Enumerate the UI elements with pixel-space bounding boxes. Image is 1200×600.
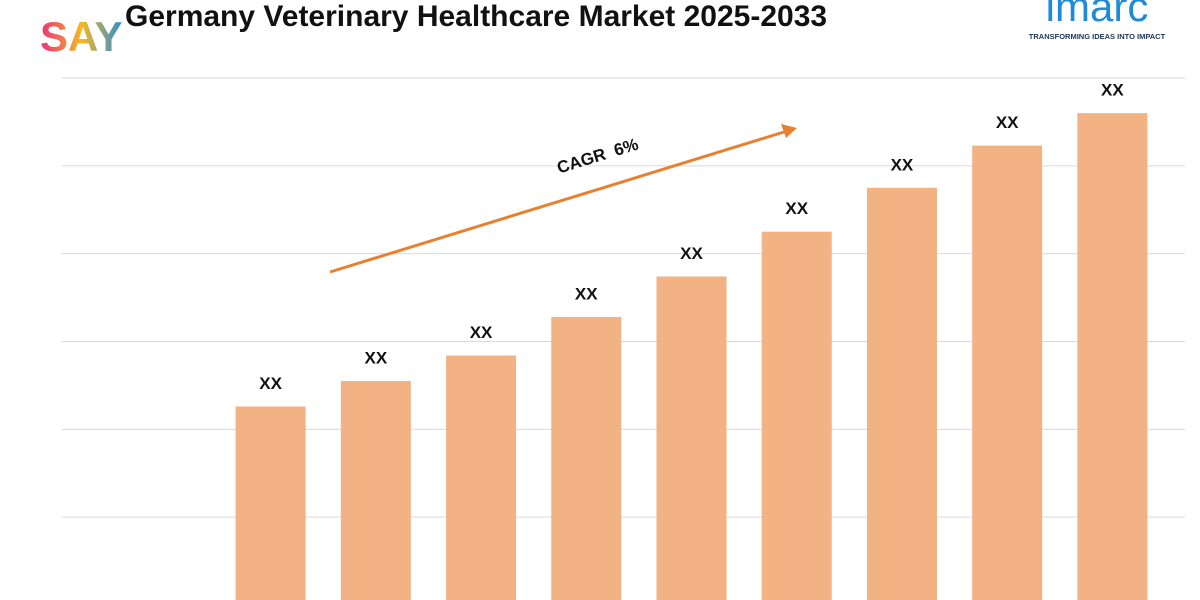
bar (446, 355, 517, 600)
bar (866, 187, 937, 600)
logo-tagline: TRANSFORMING IDEAS INTO IMPACT (1029, 32, 1166, 41)
bar (551, 316, 622, 600)
logo-right: imarc (1046, 0, 1149, 30)
bars: XX XX XX XX XX XX XX XX XX (235, 81, 1148, 600)
cagr-annotation: CAGR 6% (555, 135, 641, 178)
bar (972, 145, 1043, 600)
value-label: XX (259, 374, 282, 393)
bar (761, 231, 832, 600)
value-label: XX (364, 349, 387, 368)
value-label: XX (575, 284, 598, 303)
bar (1077, 113, 1148, 600)
value-label: XX (680, 244, 703, 263)
cagr-arrow (329, 130, 785, 274)
bar (235, 406, 306, 600)
cagr-arrowhead (781, 124, 797, 138)
bar (340, 381, 411, 600)
value-label: XX (785, 199, 808, 218)
value-label: XX (1101, 81, 1124, 100)
chart-title: Germany Veterinary Healthcare Market 202… (125, 0, 827, 33)
bar (656, 276, 727, 600)
value-label: XX (996, 113, 1019, 132)
logo-left: SAY (40, 13, 123, 60)
value-label: XX (470, 323, 493, 342)
value-label: XX (891, 155, 914, 174)
